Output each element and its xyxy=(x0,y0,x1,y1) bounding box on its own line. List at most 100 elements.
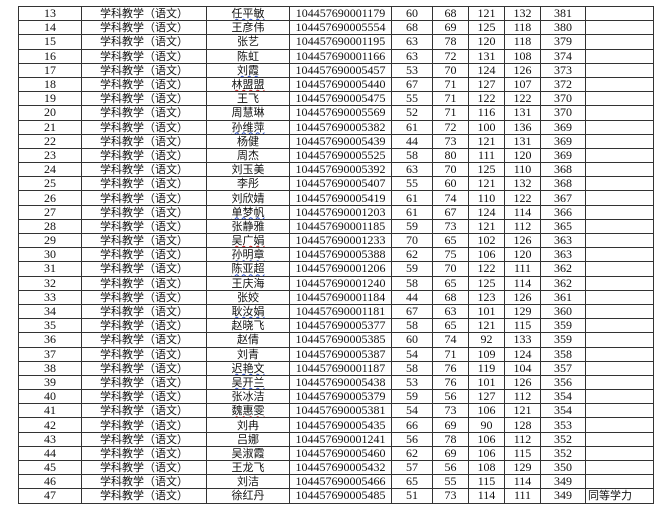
score-politics: 54 xyxy=(391,346,433,362)
row-number: 33 xyxy=(18,289,82,305)
table-row: 24 学科教学（语文） 刘玉美 104457690005392 63 70 125 110 36… xyxy=(18,162,654,178)
note-cell xyxy=(585,133,654,149)
score-english: 67 xyxy=(432,204,469,220)
score-subject1: 114 xyxy=(468,488,505,504)
major-cell: 学科教学（语文） xyxy=(81,48,207,64)
score-subject1: 124 xyxy=(468,62,505,78)
score-politics: 58 xyxy=(391,360,433,376)
score-politics: 63 xyxy=(391,48,433,64)
table-row: 16 学科教学（语文） 陈虹 104457690001166 63 72 131 108 374 xyxy=(18,48,654,64)
total-score: 369 xyxy=(540,147,586,164)
name-cell: 王庆海 xyxy=(206,275,290,291)
score-subject1: 124 xyxy=(468,204,505,220)
name-text: 徐红丹 xyxy=(231,489,265,503)
score-english: 60 xyxy=(432,176,469,192)
score-english: 74 xyxy=(432,332,469,348)
score-english: 70 xyxy=(432,62,469,78)
name-text: 王彦伟 xyxy=(231,21,265,35)
total-score: 370 xyxy=(540,105,586,121)
major-cell: 学科教学（语文） xyxy=(81,5,207,22)
score-subject2: 112 xyxy=(504,431,541,447)
table-row: 23 学科教学（语文） 周杰 104457690005525 58 80 111 120 369 xyxy=(18,147,654,164)
name-text: 赵晓飞 xyxy=(231,319,265,333)
name-text: 孙明章 xyxy=(231,248,265,262)
note-cell xyxy=(585,91,654,107)
score-english: 73 xyxy=(432,403,469,419)
exam-id-cell: 104457690001206 xyxy=(289,261,392,277)
score-english: 74 xyxy=(432,190,469,206)
score-subject1: 111 xyxy=(468,147,505,164)
score-subject1: 121 xyxy=(468,218,505,235)
major-cell: 学科教学（语文） xyxy=(81,445,207,462)
name-cell: 周慧琳 xyxy=(206,105,290,121)
major-cell: 学科教学（语文） xyxy=(81,147,207,164)
row-number: 13 xyxy=(18,5,82,22)
row-number: 21 xyxy=(18,119,82,135)
score-subject2: 115 xyxy=(504,318,541,334)
score-politics: 60 xyxy=(391,5,433,22)
exam-id-cell: 104457690005382 xyxy=(289,119,392,135)
name-cell: 刘玉美 xyxy=(206,162,290,178)
score-politics: 59 xyxy=(391,261,433,277)
name-text: 张冰洁 xyxy=(231,390,265,404)
score-english: 65 xyxy=(432,232,469,249)
total-score: 363 xyxy=(540,247,586,263)
exam-id-cell: 104457690005554 xyxy=(289,20,392,36)
note-cell xyxy=(585,20,654,36)
score-subject2: 126 xyxy=(504,374,541,391)
exam-id-cell: 104457690005381 xyxy=(289,403,392,419)
row-number: 41 xyxy=(18,403,82,419)
name-cell: 徐红丹 xyxy=(206,488,290,504)
score-english: 69 xyxy=(432,445,469,462)
score-subject2: 112 xyxy=(504,218,541,235)
score-english: 80 xyxy=(432,147,469,164)
score-subject1: 106 xyxy=(468,403,505,419)
exam-id-cell: 104457690005525 xyxy=(289,147,392,164)
score-subject2: 111 xyxy=(504,488,541,504)
total-score: 381 xyxy=(540,5,586,22)
note-cell xyxy=(585,431,654,447)
total-score: 356 xyxy=(540,374,586,391)
score-politics: 57 xyxy=(391,459,433,476)
table-row: 41 学科教学（语文） 魏惠雯 104457690005381 54 73 106 121 35… xyxy=(18,403,654,419)
note-cell xyxy=(585,190,654,206)
score-politics: 63 xyxy=(391,162,433,178)
name-cell: 吴开兰 xyxy=(206,374,290,391)
row-number: 36 xyxy=(18,332,82,348)
total-score: 369 xyxy=(540,119,586,135)
score-politics: 60 xyxy=(391,332,433,348)
total-score: 352 xyxy=(540,431,586,447)
name-cell: 王飞 xyxy=(206,91,290,107)
score-english: 78 xyxy=(432,431,469,447)
row-number: 34 xyxy=(18,303,82,320)
table-row: 36 学科教学（语文） 赵倩 104457690005385 60 74 92 133 359 xyxy=(18,332,654,348)
note-cell xyxy=(585,48,654,64)
row-number: 16 xyxy=(18,48,82,64)
row-number: 46 xyxy=(18,474,82,490)
row-number: 27 xyxy=(18,204,82,220)
major-cell: 学科教学（语文） xyxy=(81,20,207,36)
row-number: 20 xyxy=(18,105,82,121)
row-number: 23 xyxy=(18,147,82,164)
name-cell: 周杰 xyxy=(206,147,290,164)
score-politics: 59 xyxy=(391,389,433,405)
note-cell xyxy=(585,275,654,291)
score-subject2: 133 xyxy=(504,332,541,348)
table-row: 19 学科教学（语文） 王飞 104457690005475 55 71 122 122 370 xyxy=(18,91,654,107)
score-english: 71 xyxy=(432,346,469,362)
name-text: 刘玉美 xyxy=(231,163,265,177)
name-text: 刘洁 xyxy=(237,475,259,489)
score-politics: 68 xyxy=(391,20,433,36)
exam-id-cell: 104457690005475 xyxy=(289,91,392,107)
major-cell: 学科教学（语文） xyxy=(81,247,207,263)
score-subject2: 132 xyxy=(504,5,541,22)
row-number: 39 xyxy=(18,374,82,391)
row-number: 28 xyxy=(18,218,82,235)
score-politics: 44 xyxy=(391,133,433,149)
exam-id-cell: 104457690005385 xyxy=(289,332,392,348)
table-row: 39 学科教学（语文） 吴开兰 104457690005438 53 76 101 126 35… xyxy=(18,374,654,391)
name-text: 陈亚超 xyxy=(231,262,265,276)
row-number: 14 xyxy=(18,20,82,36)
row-number: 26 xyxy=(18,190,82,206)
total-score: 370 xyxy=(540,91,586,107)
